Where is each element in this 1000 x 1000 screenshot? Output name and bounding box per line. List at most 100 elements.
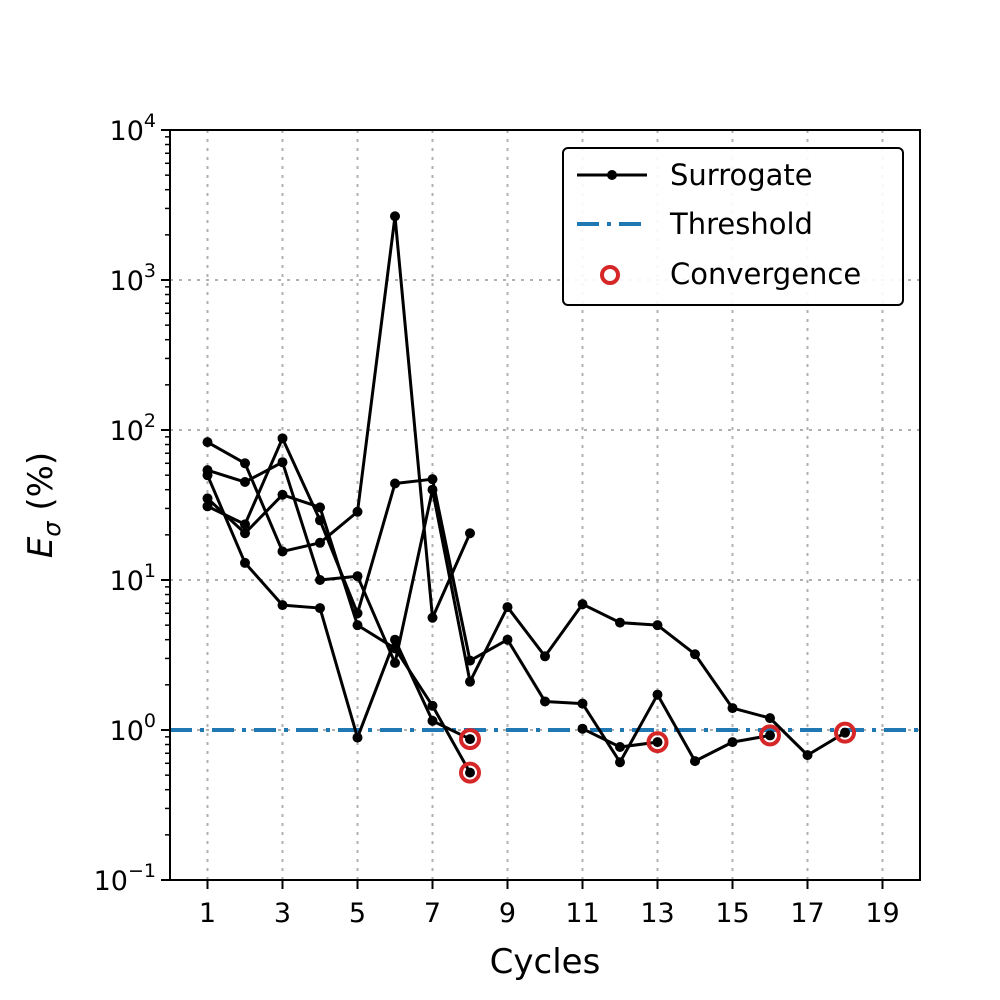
y-tick-label: 104: [110, 110, 156, 147]
series-point: [615, 617, 625, 628]
series-point: [240, 519, 250, 530]
legend-label: Surrogate: [670, 158, 813, 192]
y-axis-title-base: E: [21, 536, 61, 558]
series-point: [765, 713, 775, 724]
series-point: [202, 465, 213, 476]
series-point: [352, 608, 363, 619]
series-point: [352, 620, 363, 631]
series-point: [315, 603, 325, 614]
series-point: [352, 571, 363, 582]
convergence-marker: [646, 731, 669, 754]
legend-convergence-marker: [600, 265, 620, 285]
legend-box: [562, 147, 904, 306]
series-point: [277, 457, 288, 468]
series-line: [206, 436, 771, 764]
y-tick-label: 10−1: [94, 860, 156, 897]
series-point: [390, 634, 400, 645]
y-tick-label: 100: [110, 710, 156, 747]
series-point: [690, 649, 700, 660]
x-tick-label: 1: [199, 898, 216, 929]
series-point: [427, 612, 438, 623]
series-point: [202, 493, 213, 504]
series-point: [765, 730, 775, 741]
series-point: [540, 651, 550, 662]
series-point: [315, 575, 325, 585]
series-point: [577, 723, 588, 734]
series-line: [206, 214, 472, 620]
x-tick-label: 19: [865, 898, 899, 929]
series-point: [277, 600, 288, 611]
series-point: [240, 557, 250, 568]
series-point: [652, 620, 663, 631]
series-point: [465, 734, 475, 745]
x-tick-label: 9: [499, 898, 516, 929]
series-point: [802, 750, 813, 761]
series-point: [315, 537, 325, 548]
series-point: [390, 478, 400, 489]
series-point: [390, 211, 400, 222]
legend-label: Convergence: [670, 257, 861, 291]
legend-label: Threshold: [669, 207, 813, 241]
x-tick-label: 3: [274, 898, 291, 929]
series-point: [465, 676, 475, 687]
series-point: [202, 437, 213, 448]
series-point: [465, 655, 475, 666]
series-layer: [202, 211, 850, 778]
x-tick-label: 11: [565, 898, 599, 929]
x-tick-label: 15: [715, 898, 749, 929]
series-point: [352, 732, 363, 743]
y-axis-title: Eσ (%): [21, 452, 66, 558]
y-tick-label: 101: [110, 560, 156, 597]
series-point: [577, 599, 588, 610]
x-tick-label: 17: [790, 898, 824, 929]
convergence-layer: [459, 721, 856, 784]
series-point: [202, 501, 213, 512]
series-point: [615, 742, 625, 753]
legend-surrogate-marker: [607, 170, 617, 180]
series-line: [206, 474, 471, 741]
series-point: [240, 528, 250, 539]
series-point: [465, 528, 475, 539]
y-tick-label: 103: [110, 260, 156, 297]
series-point: [277, 489, 288, 500]
series-point: [240, 477, 250, 488]
series-point: [727, 737, 738, 748]
series-point: [502, 634, 513, 645]
series-point: [427, 715, 438, 726]
convergence-marker: [834, 721, 856, 744]
x-axis-title: Cycles: [490, 942, 601, 982]
series-point: [727, 703, 738, 714]
x-tick-label: 5: [349, 898, 366, 929]
series-point: [315, 515, 325, 526]
series-point: [540, 696, 550, 707]
convergence-marker: [459, 761, 481, 784]
series-point: [315, 502, 325, 513]
series-point: [840, 727, 850, 738]
x-tick-label: 13: [640, 898, 674, 929]
convergence-marker: [759, 724, 781, 747]
plot-frame: [169, 129, 921, 881]
y-tick-label: 102: [110, 410, 156, 447]
series-point: [427, 484, 438, 495]
series-line: [207, 460, 846, 757]
series-point: [277, 546, 288, 557]
series-point: [390, 657, 400, 668]
series-point: [652, 737, 663, 748]
series-point: [615, 757, 625, 768]
series-point: [427, 700, 438, 711]
y-axis-title-unit: (%): [21, 452, 61, 522]
series-point: [690, 756, 700, 767]
series-point: [502, 602, 513, 613]
series-point: [390, 643, 400, 654]
y-axis-title-sub: σ: [38, 521, 66, 537]
series-point: [240, 458, 250, 469]
series-point: [277, 433, 288, 444]
series-point: [652, 689, 663, 700]
convergence-marker: [459, 728, 481, 751]
series-point: [577, 698, 588, 709]
series-point: [427, 474, 438, 485]
x-tick-label: 7: [424, 898, 441, 929]
series-point: [352, 506, 363, 517]
